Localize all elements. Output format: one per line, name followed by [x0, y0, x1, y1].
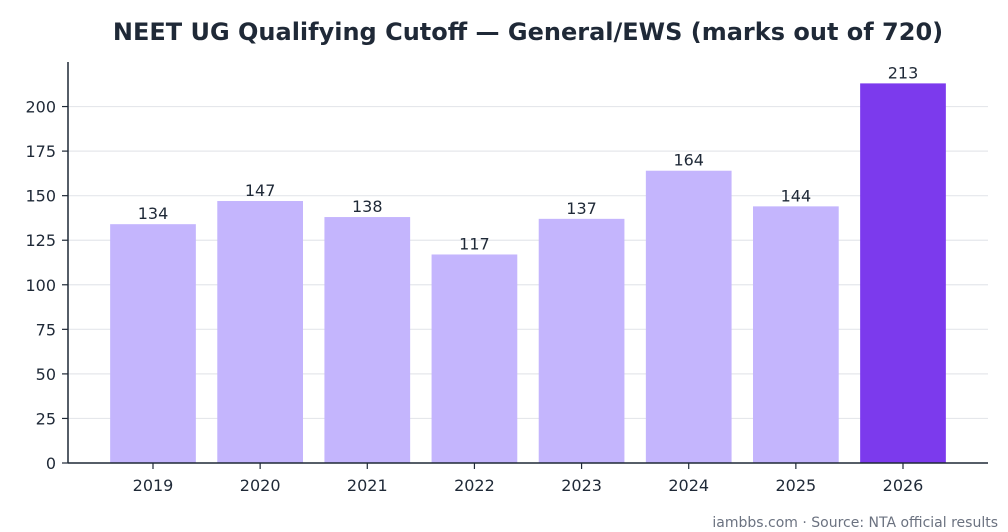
- y-tick-label: 100: [25, 276, 56, 295]
- axes: 0 25 50 75 100 125 150 175 200 2019 2020 2021 2022 20…: [25, 62, 988, 495]
- x-tick-label-2021: 2021: [347, 476, 388, 495]
- x-tick-label-2019: 2019: [133, 476, 174, 495]
- y-tick-label: 200: [25, 98, 56, 117]
- y-tick-label: 125: [25, 231, 56, 250]
- y-tick-label: 50: [36, 365, 56, 384]
- data-label-2021: 138: [352, 197, 383, 216]
- bar-2023: [538, 218, 625, 463]
- data-label-2025: 144: [781, 186, 812, 205]
- data-label-2026: 213: [888, 63, 919, 82]
- bar-2025: [753, 206, 839, 464]
- x-tick-label-2026: 2026: [883, 476, 924, 495]
- x-tick-label-2025: 2025: [775, 476, 816, 495]
- bar-2024: [645, 170, 732, 463]
- source-note: iambbs.com · Source: NTA official result…: [712, 515, 998, 531]
- bar-2026: [860, 83, 946, 464]
- x-tick-label-2024: 2024: [668, 476, 709, 495]
- y-tick-label: 150: [25, 187, 56, 206]
- data-label-2019: 134: [138, 204, 169, 223]
- data-label-2023: 137: [566, 199, 597, 218]
- y-tick-label: 175: [25, 142, 56, 161]
- data-labels: 134 147 138 117 137 164 144 213: [138, 63, 919, 253]
- y-tick-label: 75: [36, 320, 56, 339]
- x-tick-label-2022: 2022: [454, 476, 495, 495]
- bar-2020: [217, 201, 303, 463]
- grid-lines: [68, 105, 988, 420]
- x-tick-label-2020: 2020: [240, 476, 281, 495]
- bar-2019: [110, 224, 196, 463]
- data-label-2020: 147: [245, 181, 276, 200]
- data-label-2022: 117: [459, 234, 490, 253]
- data-label-2024: 164: [673, 151, 704, 170]
- y-tick-label: 0: [46, 454, 56, 473]
- bars: [110, 83, 946, 464]
- x-tick-label-2023: 2023: [561, 476, 602, 495]
- bar-2022: [431, 254, 518, 463]
- chart-title: NEET UG Qualifying Cutoff — General/EWS …: [113, 18, 943, 46]
- bar-2021: [324, 217, 411, 463]
- y-tick-label: 25: [36, 409, 56, 428]
